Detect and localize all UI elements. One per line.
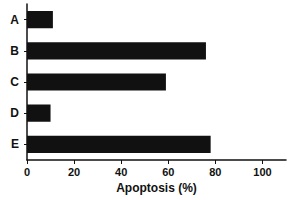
- svg-text:A: A: [10, 13, 19, 27]
- svg-text:E: E: [11, 137, 19, 151]
- svg-text:C: C: [10, 75, 19, 89]
- svg-text:60: 60: [162, 166, 174, 178]
- svg-text:B: B: [10, 44, 19, 58]
- svg-text:80: 80: [209, 166, 221, 178]
- svg-text:D: D: [10, 106, 19, 120]
- svg-text:100: 100: [253, 166, 271, 178]
- svg-text:20: 20: [68, 166, 80, 178]
- svg-text:0: 0: [24, 166, 30, 178]
- svg-text:40: 40: [115, 166, 127, 178]
- svg-text:Apoptosis (%): Apoptosis (%): [116, 181, 197, 195]
